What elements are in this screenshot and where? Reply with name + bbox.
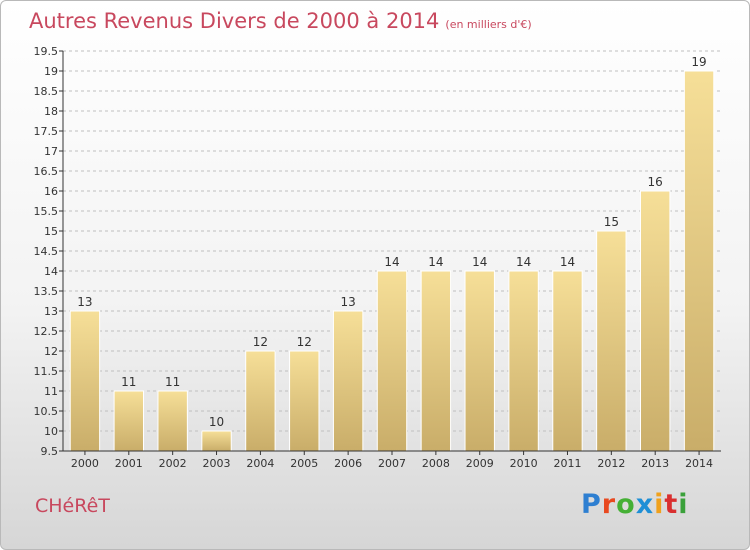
y-tick-label: 17 bbox=[44, 145, 58, 158]
bars: 13 11 11 10 12 12 13 14 14 14 14 14 15 16 19 bbox=[69, 55, 715, 452]
y-tick-label: 18 bbox=[44, 105, 58, 118]
y-tick-label: 14 bbox=[44, 265, 58, 278]
bar bbox=[683, 70, 715, 452]
data-label: 13 bbox=[77, 295, 92, 309]
bar bbox=[332, 310, 364, 452]
data-label: 14 bbox=[472, 255, 487, 269]
y-tick-label: 13 bbox=[44, 305, 58, 318]
logo-letter: t bbox=[664, 489, 679, 520]
bar bbox=[464, 270, 495, 452]
y-tick-label: 10.5 bbox=[34, 405, 59, 418]
logo-letter: i bbox=[678, 489, 689, 520]
y-tick-label: 16.5 bbox=[34, 165, 59, 178]
x-tick-label: 2011 bbox=[553, 457, 581, 470]
y-tick-label: 10 bbox=[44, 425, 58, 438]
y-tick-label: 12.5 bbox=[34, 325, 59, 338]
data-label: 19 bbox=[691, 55, 706, 69]
y-tick-label: 15.5 bbox=[34, 205, 59, 218]
bar bbox=[640, 190, 671, 452]
bar bbox=[552, 270, 583, 452]
data-label: 14 bbox=[428, 255, 443, 269]
data-label: 11 bbox=[165, 375, 180, 389]
y-tick-label: 9.5 bbox=[41, 445, 59, 458]
axes: 9.5 10 10.5 11 11.5 12 12.5 13 13.5 14 14.5 15 15.5 1… bbox=[34, 45, 721, 470]
bar bbox=[201, 430, 232, 452]
x-tick-label: 2014 bbox=[685, 457, 713, 470]
bar bbox=[376, 270, 408, 452]
x-tick-label: 2000 bbox=[71, 457, 99, 470]
x-tick-label: 2001 bbox=[115, 457, 143, 470]
logo-letter: r bbox=[601, 489, 617, 520]
data-label: 13 bbox=[340, 295, 355, 309]
y-tick-label: 12 bbox=[44, 345, 58, 358]
y-tick-label: 18.5 bbox=[34, 85, 59, 98]
y-tick-label: 14.5 bbox=[34, 245, 59, 258]
x-tick-label: 2013 bbox=[641, 457, 669, 470]
data-label: 12 bbox=[253, 335, 268, 349]
bar bbox=[289, 350, 320, 452]
data-label: 14 bbox=[516, 255, 531, 269]
x-tick-label: 2008 bbox=[422, 457, 450, 470]
data-label: 12 bbox=[297, 335, 312, 349]
data-label: 11 bbox=[121, 375, 136, 389]
x-tick-label: 2002 bbox=[159, 457, 187, 470]
data-label: 10 bbox=[209, 415, 224, 429]
x-tick-label: 2009 bbox=[466, 457, 494, 470]
chart-title: Autres Revenus Divers de 2000 à 2014 (en … bbox=[29, 9, 532, 33]
data-label: 14 bbox=[560, 255, 575, 269]
y-tick-label: 13.5 bbox=[34, 285, 59, 298]
y-tick-label: 16 bbox=[44, 185, 58, 198]
logo-letter: P bbox=[581, 489, 602, 520]
y-tick-label: 15 bbox=[44, 225, 58, 238]
y-tick-label: 19 bbox=[44, 65, 58, 78]
x-tick-label: 2003 bbox=[203, 457, 231, 470]
bar bbox=[420, 270, 452, 452]
title-unit: (en milliers d'€) bbox=[445, 18, 532, 31]
y-tick-label: 11 bbox=[44, 385, 58, 398]
title-main: Autres Revenus Divers de 2000 à 2014 bbox=[29, 9, 440, 33]
bar bbox=[113, 390, 144, 452]
y-tick-label: 17.5 bbox=[34, 125, 59, 138]
bar bbox=[508, 270, 539, 452]
x-tick-label: 2010 bbox=[510, 457, 538, 470]
x-tick-label: 2006 bbox=[334, 457, 362, 470]
y-tick-label: 19.5 bbox=[34, 45, 59, 58]
logo-letter: x bbox=[635, 489, 655, 520]
commune-name: CHéRêT bbox=[35, 495, 110, 517]
data-label: 14 bbox=[384, 255, 399, 269]
bar bbox=[245, 350, 276, 452]
y-tick-label: 11.5 bbox=[34, 365, 59, 378]
bar bbox=[596, 230, 627, 452]
x-tick-label: 2005 bbox=[290, 457, 318, 470]
bar bbox=[69, 310, 101, 452]
data-label: 15 bbox=[604, 215, 619, 229]
x-tick-label: 2007 bbox=[378, 457, 406, 470]
logo-letter: i bbox=[654, 489, 665, 520]
proxiti-logo[interactable]: Proxiti bbox=[581, 489, 689, 520]
bar bbox=[157, 390, 188, 452]
x-tick-label: 2012 bbox=[597, 457, 625, 470]
x-tick-label: 2004 bbox=[246, 457, 274, 470]
data-label: 16 bbox=[648, 175, 663, 189]
logo-letter: o bbox=[616, 489, 636, 520]
